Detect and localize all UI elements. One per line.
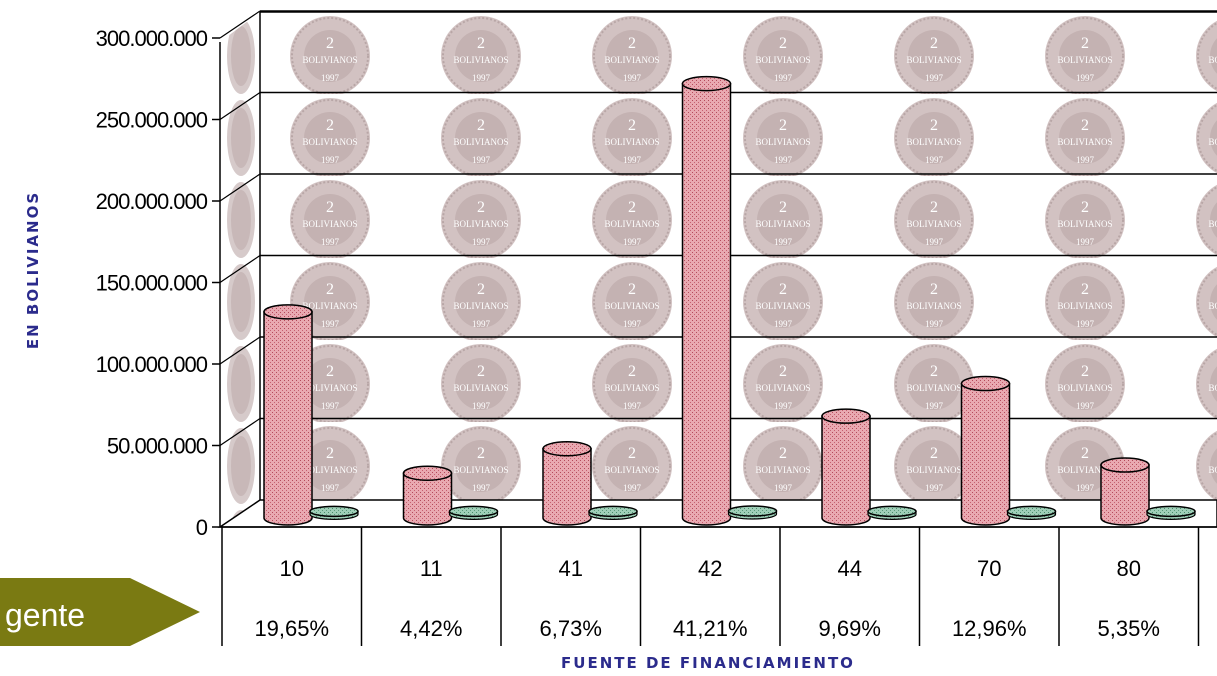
bar-10 xyxy=(263,304,313,526)
gridline-side xyxy=(219,336,261,365)
bar-secondary-11 xyxy=(448,505,499,520)
y-tick-label: 250.000.000 xyxy=(96,108,208,133)
side-tag-label: gente xyxy=(5,597,85,633)
y-tick-label: 150.000.000 xyxy=(96,271,208,296)
gridline-side xyxy=(219,173,261,202)
gridline-side xyxy=(219,10,261,39)
bar-80 xyxy=(1100,457,1150,526)
bar-secondary-80 xyxy=(1146,505,1196,520)
gridlines xyxy=(219,10,1217,446)
x-tick-label: 70 xyxy=(977,556,1001,581)
bar-secondary-42 xyxy=(727,505,778,520)
x-tick-label: 80 xyxy=(1117,556,1141,581)
bar-70 xyxy=(960,375,1011,526)
side-tag-shape xyxy=(0,578,200,646)
bar-secondary-70 xyxy=(1006,505,1057,520)
data-table: 10 19,65% 11 4,42% 41 6,73% 42 41,21% 44 9,69% 70 1… xyxy=(221,527,1200,646)
x-tick-label: 42 xyxy=(698,556,722,581)
y-tick-label: 300.000.000 xyxy=(96,26,208,51)
y-tick-label: 200.000.000 xyxy=(96,189,208,214)
percentage-label: 19,65% xyxy=(254,616,329,641)
x-axis-title: FUENTE DE FINANCIAMIENTO xyxy=(561,654,855,672)
gridline-side xyxy=(219,255,261,283)
bar-11 xyxy=(402,465,453,526)
percentage-label: 5,35% xyxy=(1098,616,1160,641)
percentage-label: 6,73% xyxy=(540,616,602,641)
gridline-side xyxy=(219,92,261,120)
bar-41 xyxy=(542,441,592,526)
y-axis-title: EN BOLIVIANOS xyxy=(24,191,42,349)
bar-secondary-10 xyxy=(309,505,359,520)
y-axis-ticks: 0 50.000.000 100.000.000 150.000.000 200.000… xyxy=(96,26,220,540)
y-tick-label: 0 xyxy=(196,515,208,540)
gridline-side xyxy=(219,418,261,446)
x-tick-label: 41 xyxy=(559,556,583,581)
bars xyxy=(263,75,1196,526)
y-tick-label: 100.000.000 xyxy=(96,352,208,377)
bar-44 xyxy=(821,408,871,526)
y-tick-label: 50.000.000 xyxy=(107,434,208,459)
percentage-label: 41,21% xyxy=(673,616,748,641)
bar-secondary-41 xyxy=(588,505,638,520)
x-tick-label: 44 xyxy=(838,556,862,581)
percentage-label: 4,42% xyxy=(400,616,462,641)
bar-42 xyxy=(681,75,732,526)
back-wall xyxy=(260,12,1217,520)
x-tick-label: 11 xyxy=(420,556,443,581)
x-tick-label: 10 xyxy=(280,556,304,581)
bar-secondary-44 xyxy=(867,505,917,520)
percentage-label: 9,69% xyxy=(819,616,881,641)
percentage-label: 12,96% xyxy=(952,616,1027,641)
